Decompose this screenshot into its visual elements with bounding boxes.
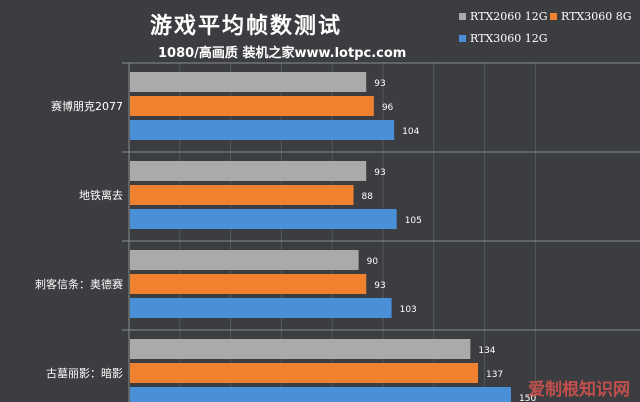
legend-swatch — [550, 13, 557, 20]
legend-swatch — [459, 35, 466, 42]
data-label: 88 — [362, 192, 374, 202]
legend-swatch — [459, 13, 466, 20]
data-label: 90 — [367, 257, 379, 267]
data-label: 103 — [400, 305, 417, 315]
category-label: 刺客信条：奥德赛 — [35, 277, 123, 291]
data-label: 137 — [486, 370, 503, 380]
bar — [130, 185, 354, 205]
bar — [130, 96, 374, 116]
bar — [130, 274, 367, 294]
category-label: 古墓丽影：暗影 — [46, 366, 123, 380]
bar — [130, 363, 478, 383]
legend-label: RTX3060 12G — [470, 32, 548, 45]
bar — [130, 72, 367, 92]
watermark: 爱制根知识网 — [528, 380, 630, 400]
chart-title: 游戏平均帧数测试 — [150, 14, 343, 39]
bar — [130, 120, 395, 140]
data-label: 150 — [519, 394, 536, 402]
legend-item: RTX2060 12G — [459, 10, 548, 23]
chart-subtitle: 1080/高画质 装机之家www.lotpc.com — [158, 46, 407, 61]
bar — [130, 209, 397, 229]
legend-item: RTX3060 12G — [459, 32, 548, 45]
legend-label: RTX2060 12G — [470, 10, 548, 23]
data-label: 134 — [478, 346, 495, 356]
data-label: 93 — [374, 168, 385, 178]
data-label: 105 — [405, 216, 422, 226]
bar — [130, 161, 367, 181]
category-label: 地铁离去 — [79, 188, 123, 202]
legend-label: RTX3060 8G — [561, 10, 632, 23]
bar — [130, 250, 359, 270]
category-label: 赛博朋克2077 — [51, 99, 123, 113]
data-label: 104 — [402, 127, 419, 137]
data-label: 93 — [374, 281, 385, 291]
legend-item: RTX3060 8G — [550, 10, 632, 23]
bar — [130, 298, 392, 318]
data-label: 96 — [382, 103, 394, 113]
bar — [130, 339, 471, 359]
bar — [130, 387, 511, 402]
data-label: 93 — [374, 79, 385, 89]
